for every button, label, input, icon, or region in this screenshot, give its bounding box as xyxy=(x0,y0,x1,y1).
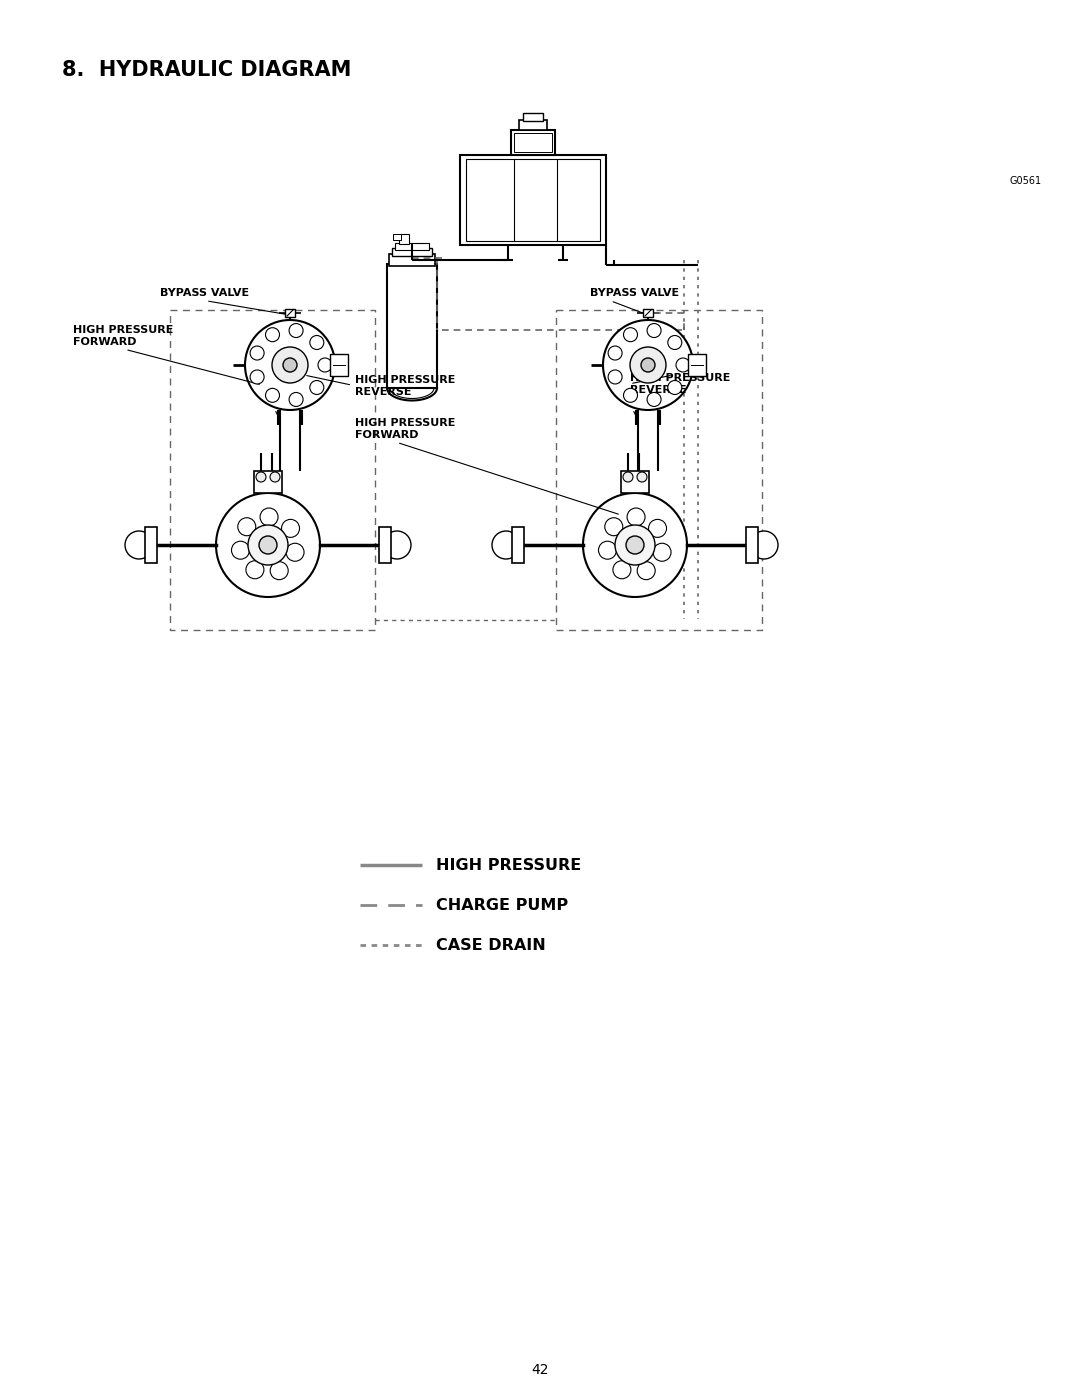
Circle shape xyxy=(623,472,633,482)
Text: HIGH PRESSURE
REVERSE: HIGH PRESSURE REVERSE xyxy=(630,373,730,394)
Bar xyxy=(465,159,600,242)
Text: HIGH PRESSURE
FORWARD: HIGH PRESSURE FORWARD xyxy=(355,418,619,514)
Circle shape xyxy=(238,518,256,535)
Circle shape xyxy=(613,560,631,578)
Circle shape xyxy=(583,493,687,597)
Circle shape xyxy=(750,531,778,559)
Bar xyxy=(389,254,435,265)
Circle shape xyxy=(272,346,308,383)
Bar xyxy=(145,527,157,563)
Circle shape xyxy=(318,358,332,372)
Text: 8.  HYDRAULIC DIAGRAM: 8. HYDRAULIC DIAGRAM xyxy=(62,60,351,80)
Bar xyxy=(392,249,432,256)
Circle shape xyxy=(623,328,637,342)
Circle shape xyxy=(667,335,681,349)
Circle shape xyxy=(667,380,681,394)
Text: G0561: G0561 xyxy=(1010,176,1042,186)
Circle shape xyxy=(630,346,666,383)
Circle shape xyxy=(615,525,654,564)
Bar xyxy=(512,527,524,563)
Circle shape xyxy=(310,335,324,349)
Bar xyxy=(330,353,348,376)
Bar xyxy=(379,527,391,563)
Circle shape xyxy=(248,525,288,564)
Circle shape xyxy=(289,324,303,338)
Circle shape xyxy=(245,320,335,409)
Circle shape xyxy=(289,393,303,407)
Bar xyxy=(511,130,555,155)
Circle shape xyxy=(603,320,693,409)
Bar xyxy=(393,235,401,240)
Circle shape xyxy=(627,509,645,527)
Circle shape xyxy=(251,346,265,360)
Circle shape xyxy=(647,324,661,338)
Circle shape xyxy=(231,541,249,559)
Bar xyxy=(688,353,706,376)
Bar xyxy=(395,243,429,250)
Circle shape xyxy=(637,562,656,580)
Circle shape xyxy=(266,328,280,342)
Bar xyxy=(519,120,546,130)
Circle shape xyxy=(251,370,265,384)
Circle shape xyxy=(256,472,266,482)
Circle shape xyxy=(492,531,519,559)
Circle shape xyxy=(637,472,647,482)
Text: BYPASS VALVE: BYPASS VALVE xyxy=(590,288,679,314)
Text: 42: 42 xyxy=(531,1363,549,1377)
Text: CASE DRAIN: CASE DRAIN xyxy=(436,937,545,953)
Bar xyxy=(285,309,295,317)
Bar xyxy=(399,235,409,244)
Circle shape xyxy=(642,358,654,372)
Bar xyxy=(254,471,282,493)
Circle shape xyxy=(647,393,661,407)
Circle shape xyxy=(605,518,623,535)
Circle shape xyxy=(676,358,690,372)
Circle shape xyxy=(266,388,280,402)
Bar xyxy=(746,527,758,563)
Circle shape xyxy=(270,472,280,482)
Bar xyxy=(621,471,649,493)
Circle shape xyxy=(270,562,288,580)
Text: BYPASS VALVE: BYPASS VALVE xyxy=(160,288,287,314)
Circle shape xyxy=(653,543,671,562)
Circle shape xyxy=(626,536,644,555)
Bar xyxy=(523,113,543,122)
Circle shape xyxy=(623,388,637,402)
Circle shape xyxy=(608,370,622,384)
Bar xyxy=(514,133,552,152)
Circle shape xyxy=(125,531,153,559)
Text: HIGH PRESSURE
REVERSE: HIGH PRESSURE REVERSE xyxy=(307,374,456,397)
Circle shape xyxy=(259,536,276,555)
Text: HIGH PRESSURE: HIGH PRESSURE xyxy=(436,858,581,873)
Circle shape xyxy=(383,531,411,559)
Circle shape xyxy=(286,543,305,562)
Circle shape xyxy=(282,520,299,538)
Circle shape xyxy=(608,346,622,360)
Circle shape xyxy=(648,520,666,538)
Bar xyxy=(387,264,437,388)
Text: HIGH PRESSURE
FORWARD: HIGH PRESSURE FORWARD xyxy=(73,326,259,384)
Circle shape xyxy=(260,509,278,527)
Circle shape xyxy=(246,560,264,578)
Bar xyxy=(460,155,606,244)
Bar xyxy=(643,309,653,317)
Circle shape xyxy=(283,358,297,372)
Circle shape xyxy=(216,493,320,597)
Circle shape xyxy=(598,541,617,559)
Circle shape xyxy=(310,380,324,394)
Text: CHARGE PUMP: CHARGE PUMP xyxy=(436,897,568,912)
